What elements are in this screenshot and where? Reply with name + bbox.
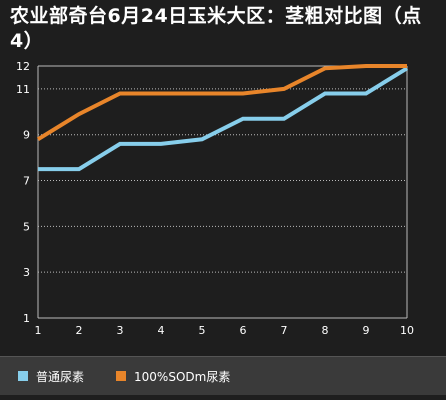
y-tick-label: 5 <box>23 220 30 233</box>
x-tick-label: 10 <box>400 324 414 337</box>
legend-swatch-series-1 <box>18 371 28 381</box>
x-tick-label: 4 <box>158 324 165 337</box>
x-tick-label: 1 <box>35 324 42 337</box>
x-tick-label: 2 <box>76 324 83 337</box>
legend: 普通尿素 100%SODm尿素 <box>0 356 446 395</box>
chart-title: 农业部奇台6月24日玉米大区：茎粗对比图（点4） <box>10 5 422 52</box>
y-tick-label: 12 <box>16 60 30 73</box>
y-tick-label: 9 <box>23 129 30 142</box>
series-line-1 <box>38 66 409 172</box>
y-tick-label: 1 <box>23 312 30 325</box>
grid-layer <box>38 65 407 319</box>
series-layer <box>36 64 409 172</box>
legend-item-series-1: 普通尿素 <box>18 368 84 385</box>
y-tick-label: 11 <box>16 83 30 96</box>
legend-item-series-2: 100%SODm尿素 <box>116 368 230 385</box>
y-tick-label: 7 <box>23 175 30 188</box>
x-tick-label: 8 <box>322 324 329 337</box>
series-line-2 <box>36 64 407 142</box>
legend-label-series-1: 普通尿素 <box>36 369 85 384</box>
legend-swatch-series-2 <box>116 371 127 381</box>
x-tick-label: 7 <box>281 324 288 337</box>
x-tick-label: 3 <box>117 324 124 337</box>
x-tick-label: 9 <box>363 324 370 337</box>
x-tick-label: 6 <box>240 324 247 337</box>
x-tick-label: 5 <box>199 324 206 337</box>
legend-label-series-2: 100%SODm尿素 <box>134 369 231 384</box>
axis-layer <box>37 66 408 319</box>
y-tick-label: 3 <box>23 266 30 279</box>
